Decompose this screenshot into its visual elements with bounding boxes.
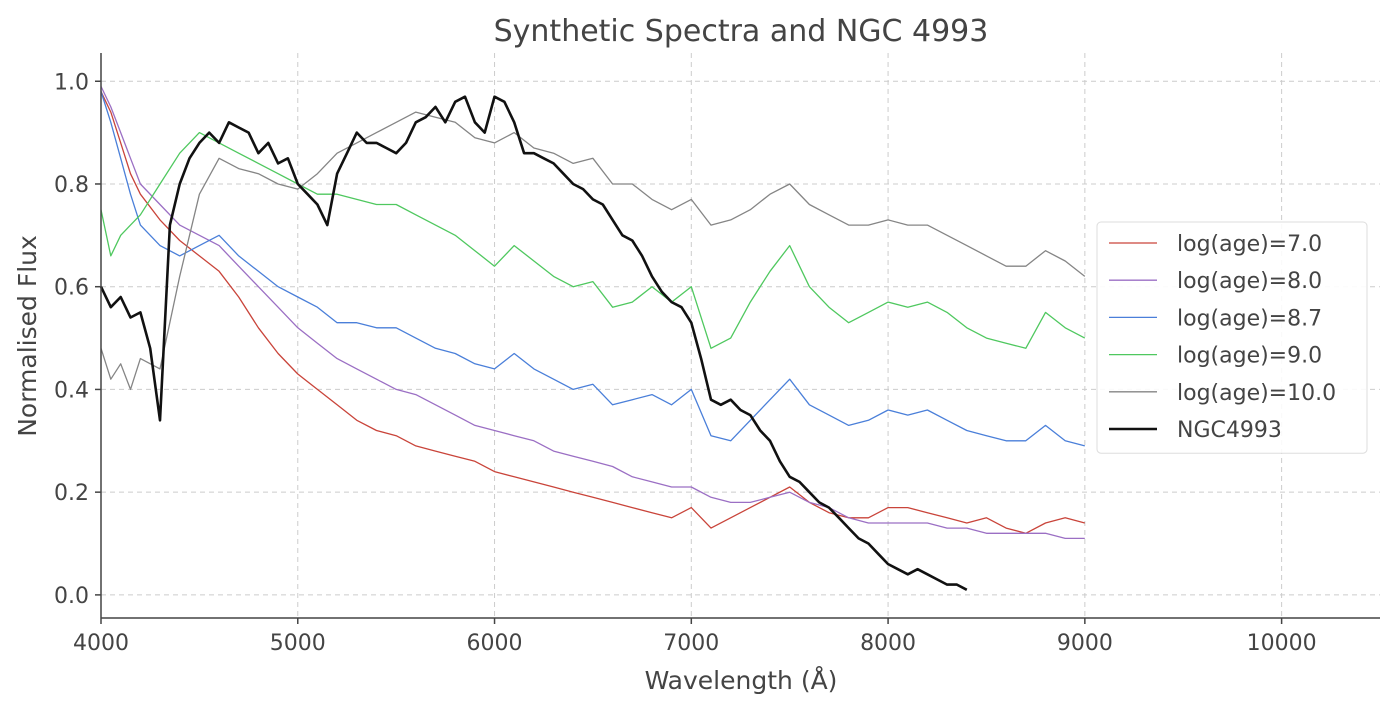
x-axis-label: Wavelength (Å) bbox=[645, 666, 838, 695]
series-line-log-age-8-7 bbox=[100, 91, 1085, 447]
y-tick-label: 0.2 bbox=[54, 481, 89, 506]
x-tick-label: 7000 bbox=[663, 631, 719, 656]
series-line-log-age-7-0 bbox=[100, 91, 1085, 534]
series-line-log-age-8-0 bbox=[100, 86, 1085, 540]
chart-title: Synthetic Spectra and NGC 4993 bbox=[494, 14, 989, 49]
x-tick-label: 4000 bbox=[73, 631, 129, 656]
legend-label: NGC4993 bbox=[1177, 418, 1282, 443]
legend-label: log(age)=7.0 bbox=[1177, 232, 1322, 257]
x-tick-label: 8000 bbox=[860, 631, 916, 656]
legend-label: log(age)=8.7 bbox=[1177, 306, 1322, 331]
series-line-ngc4993 bbox=[99, 95, 968, 591]
legend-box bbox=[1096, 221, 1368, 454]
axes bbox=[95, 53, 1380, 624]
y-tick-label: 0.4 bbox=[54, 378, 89, 403]
legend-label: log(age)=9.0 bbox=[1177, 344, 1322, 369]
x-tick-label: 6000 bbox=[467, 631, 523, 656]
legend: log(age)=7.0 log(age)=8.0 log(age)=8.7 log(… bbox=[1096, 221, 1368, 454]
tick-labels: 4000 5000 6000 7000 8000 9000 10000 0.0 0.2 0.4 0.… bbox=[54, 70, 1317, 656]
y-axis-label: Normalised Flux bbox=[13, 235, 42, 437]
series-line-log-age-9-0 bbox=[100, 131, 1086, 349]
y-tick-label: 1.0 bbox=[54, 70, 89, 95]
x-tick-label: 5000 bbox=[270, 631, 326, 656]
x-tick-label: 10000 bbox=[1247, 631, 1317, 656]
y-tick-label: 0.8 bbox=[54, 173, 89, 198]
series-line-log-age-10-0 bbox=[100, 111, 1086, 391]
y-tick-label: 0.6 bbox=[54, 276, 89, 301]
y-tick-label: 0.0 bbox=[54, 584, 89, 609]
series-layer bbox=[99, 86, 1086, 591]
legend-label: log(age)=8.0 bbox=[1177, 269, 1322, 294]
legend-label: log(age)=10.0 bbox=[1177, 381, 1336, 406]
x-tick-label: 9000 bbox=[1057, 631, 1113, 656]
